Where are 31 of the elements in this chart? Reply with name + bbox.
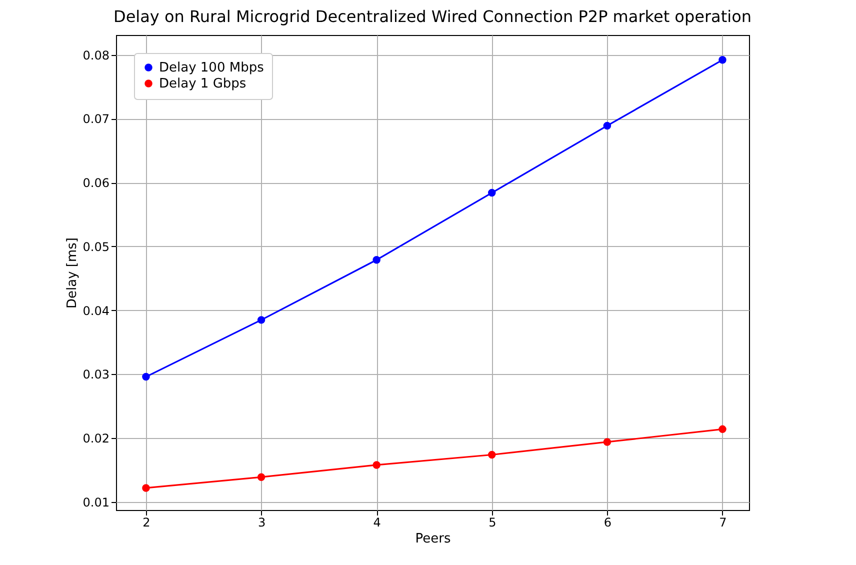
x-tick-label: 4 <box>373 516 381 530</box>
y-tick-label: 0.02 <box>82 432 110 446</box>
point <box>603 122 612 130</box>
y-tick-label: 0.01 <box>82 496 110 510</box>
point <box>603 438 612 446</box>
point <box>142 372 150 381</box>
point <box>257 473 266 481</box>
y-tick-label: 0.03 <box>82 368 110 382</box>
point <box>372 461 380 469</box>
y-tick-label: 0.06 <box>82 176 110 190</box>
point <box>488 188 496 197</box>
legend-label: Delay 1 Gbps <box>159 76 246 92</box>
point <box>257 316 266 324</box>
point <box>142 484 150 492</box>
y-tick-label: 0.08 <box>82 48 110 62</box>
x-tick-label: 5 <box>488 516 496 530</box>
y-tick-label: 0.07 <box>82 112 110 126</box>
x-tick-label: 7 <box>719 516 727 530</box>
y-tick-label: 0.05 <box>82 240 110 254</box>
point <box>718 56 726 64</box>
x-tick-label: 3 <box>258 516 266 530</box>
x-axis-title: Peers <box>415 532 451 546</box>
x-tick-label: 6 <box>604 516 612 530</box>
point <box>718 425 726 434</box>
point <box>488 450 496 459</box>
point <box>372 256 380 264</box>
chart-title: Delay on Rural Microgrid Decentralized Wired Connection P2P market operation <box>114 7 752 26</box>
x-tick-label: 2 <box>142 516 150 530</box>
y-axis-title: Delay [ms] <box>64 238 80 308</box>
legend-label: Delay 100 Mbps <box>159 60 264 76</box>
y-tick-label: 0.04 <box>82 304 110 318</box>
